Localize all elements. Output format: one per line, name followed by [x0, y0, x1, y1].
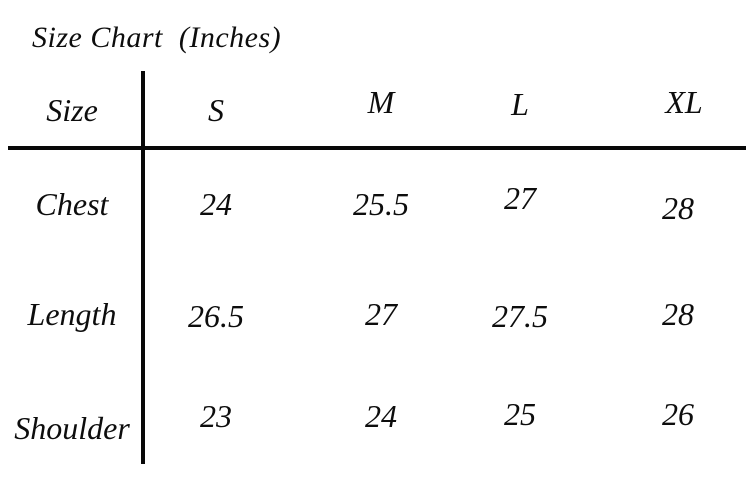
- value-cell-chest-l: 27: [504, 180, 536, 216]
- table-row-shoulder: Shoulder 23 24 25 26: [0, 396, 746, 446]
- row-label-chest: Chest: [35, 186, 109, 222]
- header-cell-size: Size: [46, 92, 98, 128]
- value-cell-chest-s: 24: [200, 186, 232, 222]
- row-label-shoulder: Shoulder: [14, 410, 130, 446]
- header-cell-l: L: [511, 86, 529, 122]
- value-cell-shoulder-m: 24: [365, 398, 397, 434]
- table-row-chest: Chest 24 25.5 27 28: [0, 180, 746, 226]
- value-cell-length-m: 27: [365, 296, 397, 332]
- value-cell-shoulder-s: 23: [200, 398, 232, 434]
- value-cell-length-s: 26.5: [188, 298, 244, 334]
- value-cell-length-xl: 28: [662, 296, 694, 332]
- value-cell-chest-xl: 28: [662, 190, 694, 226]
- table-vertical-divider: [141, 71, 145, 464]
- table-header-row: Size S M L XL: [0, 84, 746, 128]
- chart-title: Size Chart (Inches): [32, 21, 282, 54]
- header-cell-xl: XL: [665, 84, 703, 120]
- value-cell-shoulder-l: 25: [504, 396, 536, 432]
- header-cell-m: M: [367, 84, 395, 120]
- value-cell-chest-m: 25.5: [353, 186, 409, 222]
- value-cell-shoulder-xl: 26: [662, 396, 694, 432]
- value-cell-length-l: 27.5: [492, 298, 548, 334]
- table-horizontal-divider: [8, 146, 746, 150]
- row-label-length: Length: [27, 296, 117, 332]
- header-cell-s: S: [208, 92, 224, 128]
- table-row-length: Length 26.5 27 27.5 28: [0, 294, 746, 334]
